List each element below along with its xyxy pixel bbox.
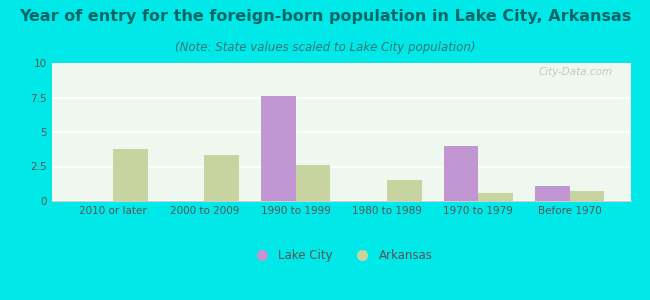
Bar: [478, 193, 513, 201]
Bar: [443, 146, 478, 201]
Text: (Note: State values scaled to Lake City population): (Note: State values scaled to Lake City …: [175, 40, 475, 53]
Bar: [569, 191, 604, 201]
Bar: [387, 180, 422, 201]
Bar: [296, 165, 330, 201]
Bar: [113, 148, 148, 201]
Bar: [261, 96, 296, 201]
Text: Year of entry for the foreign-born population in Lake City, Arkansas: Year of entry for the foreign-born popul…: [19, 9, 631, 24]
Text: City-Data.com: City-Data.com: [539, 67, 613, 77]
Bar: [535, 186, 569, 201]
Bar: [204, 155, 239, 201]
Legend: Lake City, Arkansas: Lake City, Arkansas: [245, 244, 437, 267]
